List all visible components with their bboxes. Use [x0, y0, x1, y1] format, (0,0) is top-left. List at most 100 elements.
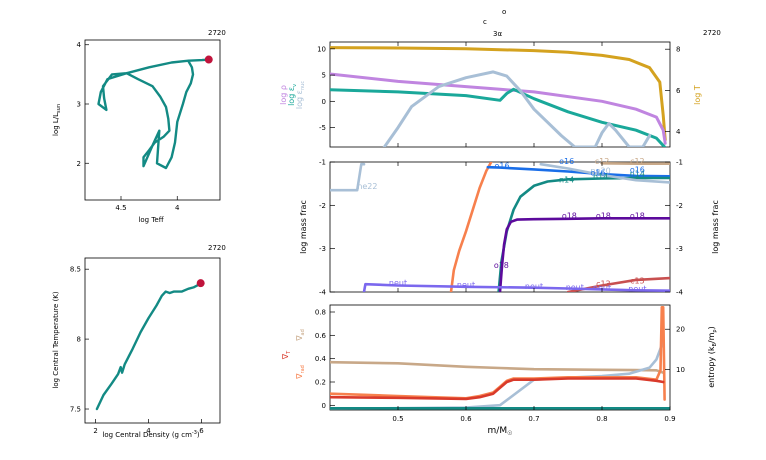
- isotope-label: o18: [494, 261, 509, 270]
- series-line: [330, 46, 667, 142]
- isotope-label: c13: [630, 277, 645, 286]
- isotope-label: n14: [559, 175, 574, 184]
- right-axis-label: log T: [693, 85, 702, 105]
- trho-xlabel: log Central Density (g cm-3): [102, 430, 200, 439]
- isotope-label: o18: [596, 212, 611, 221]
- x-tick-label: 2: [93, 427, 97, 435]
- y-tick-label: -4: [319, 289, 327, 297]
- y-tick-label: 0: [322, 98, 326, 106]
- y-tick-label: 0.2: [315, 379, 326, 387]
- isotope-label: n14: [593, 172, 608, 181]
- isotope-label: o18: [562, 212, 577, 221]
- y-tick-label: 8: [77, 336, 81, 344]
- hr-diagram-panel: 2720 4.5 4 2 3 4 log Teff log L/Lsun: [52, 29, 226, 224]
- left-axis-label: log ρ: [279, 85, 288, 105]
- series-line: [330, 305, 666, 401]
- hr-model-number: 2720: [208, 29, 226, 37]
- isotope-label: neut: [525, 282, 543, 291]
- x-tick-label: 0.5: [392, 415, 403, 423]
- profile-bottom-frame: [329, 304, 671, 411]
- series-line: [362, 282, 670, 292]
- y-tick-label: 3: [77, 101, 81, 109]
- isotope-label: c12: [630, 157, 645, 166]
- isotope-label: o16: [559, 157, 574, 166]
- y-tick-label: 0.4: [315, 355, 327, 363]
- series-line: [498, 217, 670, 292]
- isotope-label: neut: [389, 278, 407, 287]
- isotope-label: c12: [595, 157, 610, 166]
- right-axis-label: entropy (kB/mp): [707, 326, 718, 388]
- isotope-label: o16: [590, 168, 605, 177]
- series-line: [382, 70, 652, 147]
- x-tick-label: 4.5: [115, 204, 126, 212]
- left-axis-label: log εν: [287, 84, 298, 106]
- series-line: [486, 165, 670, 178]
- series-line: [449, 162, 493, 292]
- isotope-label: ne22: [357, 182, 377, 191]
- mid-ylabel: log mass frac: [299, 200, 308, 254]
- x-tick-label: 0.6: [460, 415, 472, 423]
- y2-tick-label: 20: [676, 326, 685, 334]
- current-model-marker: [204, 55, 213, 64]
- y-tick-label: 0.6: [315, 332, 327, 340]
- series-line: [97, 58, 211, 170]
- y-tick-label: 0: [322, 402, 326, 410]
- x-tick-label: 0.7: [528, 415, 539, 423]
- isotope-label: o16: [495, 161, 510, 170]
- left-axis-label: log εnuc: [295, 81, 306, 109]
- y-tick-label: -5: [319, 124, 326, 132]
- y-tick-label: -1: [319, 159, 326, 167]
- mid-y2label: log mass frac: [711, 200, 720, 254]
- profile-top-frame: [329, 41, 671, 148]
- hr-frame: [84, 39, 221, 201]
- isotope-label: ne20: [591, 167, 611, 176]
- isotope-label: c13: [596, 279, 611, 288]
- x-tick-label: 0.8: [596, 415, 607, 423]
- y-tick-label: -2: [319, 202, 326, 210]
- isotope-label: neut: [457, 281, 475, 290]
- series-line: [539, 162, 670, 184]
- trho-diagram-panel: 2720 2 4 6 7.5 8 8.5 log Central Density (g c…: [52, 244, 226, 439]
- hr-xlabel: log Teff: [138, 216, 163, 224]
- series-line: [95, 282, 202, 411]
- isotope-label: o18: [630, 212, 645, 221]
- y-tick-label: 2: [77, 160, 81, 168]
- x-tick-label: 4: [175, 204, 180, 212]
- isotope-label: neut: [628, 285, 646, 294]
- y2-tick-label: 6: [676, 87, 681, 95]
- y-tick-label: -3: [319, 245, 326, 253]
- y2-tick-label: 10: [676, 366, 685, 374]
- isotope-label: neut: [566, 283, 584, 292]
- series-line: [330, 162, 366, 192]
- y2-tick-label: -2: [676, 202, 683, 210]
- y-tick-label: 0.8: [315, 309, 326, 317]
- header-top: o: [502, 8, 506, 16]
- series-line: [330, 360, 665, 375]
- hr-ylabel: log L/Lsun: [52, 104, 62, 136]
- left-axis-label: ∇T: [281, 350, 292, 360]
- y2-tick-label: 4: [676, 128, 681, 136]
- y2-tick-label: -1: [676, 159, 683, 167]
- x-tick-label: 4: [146, 427, 151, 435]
- series-line: [330, 72, 667, 145]
- trho-frame: [84, 257, 221, 424]
- series-line: [330, 87, 667, 147]
- isotope-label: o16: [630, 165, 645, 174]
- y-tick-label: 5: [322, 72, 326, 80]
- y2-tick-label: -3: [676, 245, 683, 253]
- header-mid: c: [483, 18, 487, 26]
- x-tick-label: 0.9: [664, 415, 675, 423]
- y-tick-label: 8.5: [70, 266, 81, 274]
- y-tick-label: 7.5: [70, 406, 81, 414]
- profile-bottom-panel: 0.5 0.6 0.7 0.8 0.9 0 0.2 0.4 0.6 0.8 10 20 ∇ad∇T∇r…: [281, 304, 718, 437]
- y-tick-label: 10: [317, 45, 326, 53]
- x-tick-label: 6: [199, 427, 204, 435]
- header-bottom: 3α: [493, 30, 502, 38]
- series-line: [330, 377, 665, 401]
- y2-tick-label: -4: [676, 289, 684, 297]
- y2-tick-label: 8: [676, 46, 680, 54]
- bottom-xlabel: m/M☉: [488, 426, 513, 437]
